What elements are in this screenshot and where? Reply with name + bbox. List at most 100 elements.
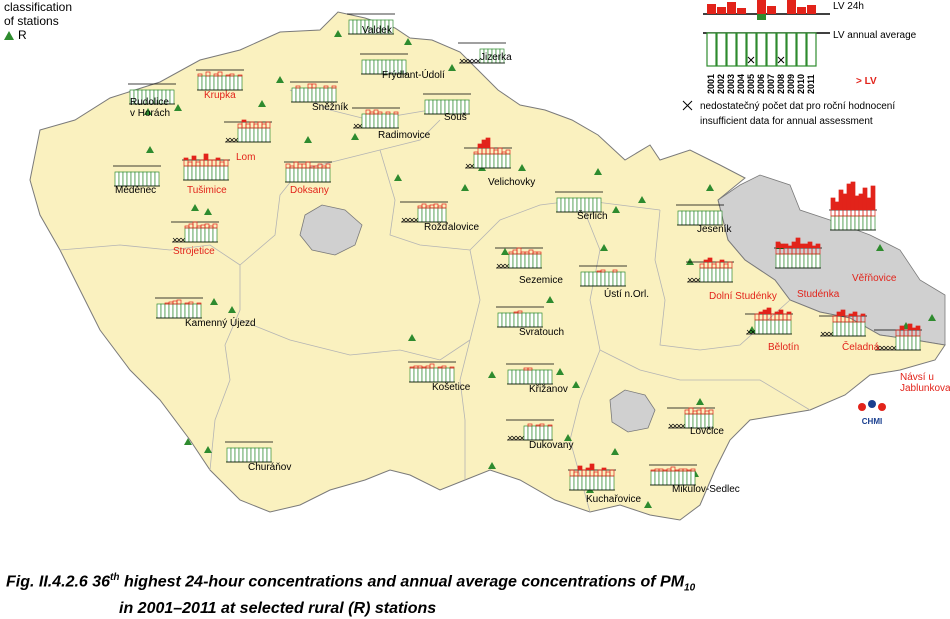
- annual-bar: [307, 87, 313, 103]
- annual-bar: [531, 425, 537, 441]
- annual-bar: [258, 447, 264, 463]
- annual-bar: [681, 210, 687, 226]
- annual-bar: [547, 369, 553, 385]
- station-chart: [182, 153, 230, 181]
- annual-bar: [441, 207, 447, 223]
- annual-bar: [911, 335, 917, 351]
- legend-year: 2002: [716, 74, 726, 94]
- annual-bar: [616, 271, 622, 287]
- station-chart: [113, 165, 161, 187]
- annual-bar: [424, 99, 430, 115]
- annual-bar: [142, 171, 148, 187]
- daily-bar: [295, 85, 301, 89]
- annual-bar: [369, 113, 375, 129]
- annual-bar: [915, 335, 921, 351]
- station-label: Frýdlant-Údolí: [382, 68, 445, 81]
- daily-bar: [223, 159, 229, 167]
- annual-bar: [513, 312, 519, 328]
- triangle-icon: [4, 30, 14, 40]
- rural-station-triangle: [448, 64, 456, 71]
- annual-bar: [830, 215, 836, 231]
- annual-bar: [685, 210, 691, 226]
- annual-bar: [226, 447, 232, 463]
- station-chart: [408, 361, 456, 383]
- exceed-bar: [916, 326, 920, 330]
- station-label: Návsí u: [900, 372, 934, 383]
- annual-bar: [241, 127, 247, 143]
- annual-bar: [560, 197, 566, 213]
- exceed-bar: [849, 314, 853, 316]
- daily-bar: [237, 74, 243, 77]
- annual-bar: [356, 19, 362, 35]
- annual-bar: [180, 303, 186, 319]
- annual-bar: [436, 99, 442, 115]
- annual-bar: [134, 171, 140, 187]
- rural-station-triangle: [638, 196, 646, 203]
- annual-bar: [295, 87, 301, 103]
- annual-bar: [584, 271, 590, 287]
- annual-bar: [523, 425, 529, 441]
- exceed-bar: [787, 312, 791, 314]
- annual-bar: [317, 167, 323, 183]
- annual-bar: [187, 165, 193, 181]
- annual-bar: [138, 171, 144, 187]
- annual-bar: [417, 367, 423, 383]
- rural-station-triangle: [146, 146, 154, 153]
- station-label: Ústí n.Orl.: [604, 287, 649, 300]
- annual-bar: [501, 312, 507, 328]
- exceed-bar: [704, 260, 708, 262]
- rural-station-triangle: [696, 398, 704, 405]
- annual-bar: [253, 127, 259, 143]
- rural-station-triangle: [334, 30, 342, 37]
- annual-bar: [524, 253, 530, 269]
- station-chart: [579, 265, 627, 287]
- annual-bar: [176, 303, 182, 319]
- annual-bar: [385, 113, 391, 129]
- annual-bar: [409, 367, 415, 383]
- legend-of-stations: of stations: [4, 14, 59, 28]
- annual-bar: [527, 369, 533, 385]
- annual-bar: [365, 113, 371, 129]
- annual-bar: [699, 267, 705, 283]
- rural-station-triangle: [600, 244, 608, 251]
- exceed-bar: [837, 312, 841, 316]
- station-label: Dolní Studénky: [709, 291, 777, 302]
- station-chart: [774, 237, 822, 269]
- station-chart: [196, 69, 244, 91]
- station-chart: [506, 419, 554, 441]
- annual-bar: [689, 210, 695, 226]
- legend-year: 2004: [736, 74, 746, 94]
- annual-bar: [154, 171, 160, 187]
- daily-bar: [197, 73, 203, 77]
- rural-station-triangle: [564, 434, 572, 441]
- annual-bar: [766, 319, 772, 335]
- annual-bar: [723, 267, 729, 283]
- annual-bar: [593, 475, 599, 491]
- annual-bar: [803, 253, 809, 269]
- station-chart: [458, 42, 506, 64]
- exceed-bar: [835, 202, 839, 210]
- annual-bar: [584, 197, 590, 213]
- annual-bar: [188, 227, 194, 243]
- annual-bar: [509, 312, 515, 328]
- annual-bar: [844, 321, 850, 337]
- exceed-bar: [776, 242, 780, 248]
- annual-bar: [285, 167, 291, 183]
- daily-bar: [429, 363, 435, 369]
- annual-bar: [150, 171, 156, 187]
- annual-bar: [327, 87, 333, 103]
- rural-station-triangle: [258, 100, 266, 107]
- exceed-bar: [482, 140, 486, 148]
- annual-bar: [899, 335, 905, 351]
- exceed-bar: [708, 258, 712, 262]
- annual-bar: [230, 447, 236, 463]
- daily-bar: [205, 71, 211, 77]
- rural-station-triangle: [461, 184, 469, 191]
- annual-bar: [832, 321, 838, 337]
- annual-bar: [795, 253, 801, 269]
- annual-bar: [369, 59, 375, 75]
- daily-bar: [670, 466, 676, 472]
- annual-bar: [620, 271, 626, 287]
- daily-bar: [527, 423, 533, 427]
